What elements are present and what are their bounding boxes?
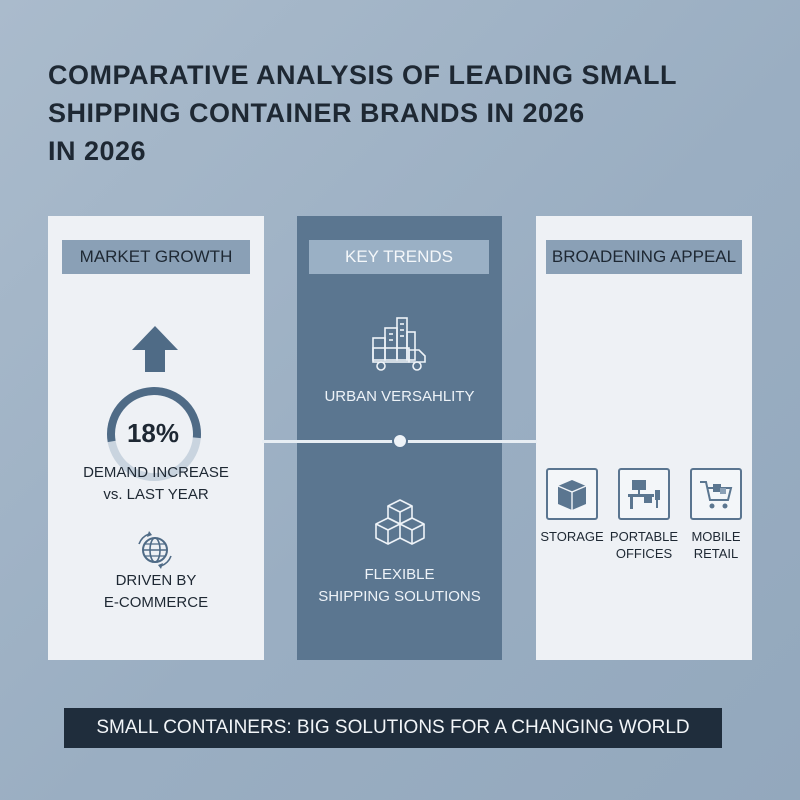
key-trends-heading: KEY TRENDS (309, 240, 489, 274)
trend2-caption: FLEXIBLE SHIPPING SOLUTIONS (297, 564, 502, 608)
growth-gauge (107, 387, 201, 481)
title-line-1: COMPARATIVE ANALYSIS OF LEADING SMALL (48, 60, 678, 90)
panel-connector-dot (392, 433, 408, 449)
appeal-item-retail-line-1: MOBILE (691, 529, 741, 544)
office-desk-icon (618, 468, 670, 520)
appeal-item-offices: PORTABLE OFFICES (609, 528, 679, 562)
growth-percent: 18% (126, 418, 180, 448)
title-line-3: IN 2026 (48, 136, 147, 166)
appeal-item-offices-line-2: OFFICES (615, 546, 673, 561)
demand-caption-line-1: DEMAND INCREASE (83, 464, 229, 481)
globe-icon (138, 531, 172, 569)
demand-caption: DEMAND INCREASE vs. LAST YEAR (48, 462, 264, 506)
stacked-boxes-icon (375, 499, 425, 545)
up-arrow-icon (132, 326, 178, 372)
appeal-item-offices-line-1: PORTABLE (609, 529, 679, 544)
driver-caption-line-2: E-COMMERCE (103, 594, 209, 611)
driver-caption-line-1: DRIVEN BY (115, 572, 197, 589)
broadening-appeal-heading: BROADENING APPEAL (546, 240, 742, 274)
trend2-line-1: FLEXIBLE (364, 566, 435, 583)
shopping-cart-icon (690, 468, 742, 520)
title-line-2: SHIPPING CONTAINER BRANDS IN 2026 (48, 98, 585, 128)
appeal-item-retail: MOBILE RETAIL (681, 528, 751, 562)
appeal-item-retail-line-2: RETAIL (693, 546, 739, 561)
broadening-appeal-panel: BROADENING APPEAL STORAGE PORTABLE OFFIC… (536, 216, 752, 660)
market-growth-heading: MARKET GROWTH (62, 240, 250, 274)
page-title: COMPARATIVE ANALYSIS OF LEADING SMALL SH… (48, 56, 748, 170)
appeal-item-storage: STORAGE (537, 528, 607, 545)
trend1-label: URBAN VERSAHLITY (324, 388, 475, 405)
driver-caption: DRIVEN BY E-COMMERCE (48, 570, 264, 614)
demand-caption-line-2: vs. LAST YEAR (103, 486, 209, 503)
storage-box-icon (546, 468, 598, 520)
trend2-line-2: SHIPPING SOLUTIONS (318, 588, 481, 605)
market-growth-panel: MARKET GROWTH 18% DEMAND INCREASE vs. LA… (48, 216, 264, 660)
bottom-banner: SMALL CONTAINERS: BIG SOLUTIONS FOR A CH… (64, 708, 722, 748)
city-truck-icon (372, 317, 426, 371)
appeal-item-storage-line-1: STORAGE (540, 529, 604, 544)
